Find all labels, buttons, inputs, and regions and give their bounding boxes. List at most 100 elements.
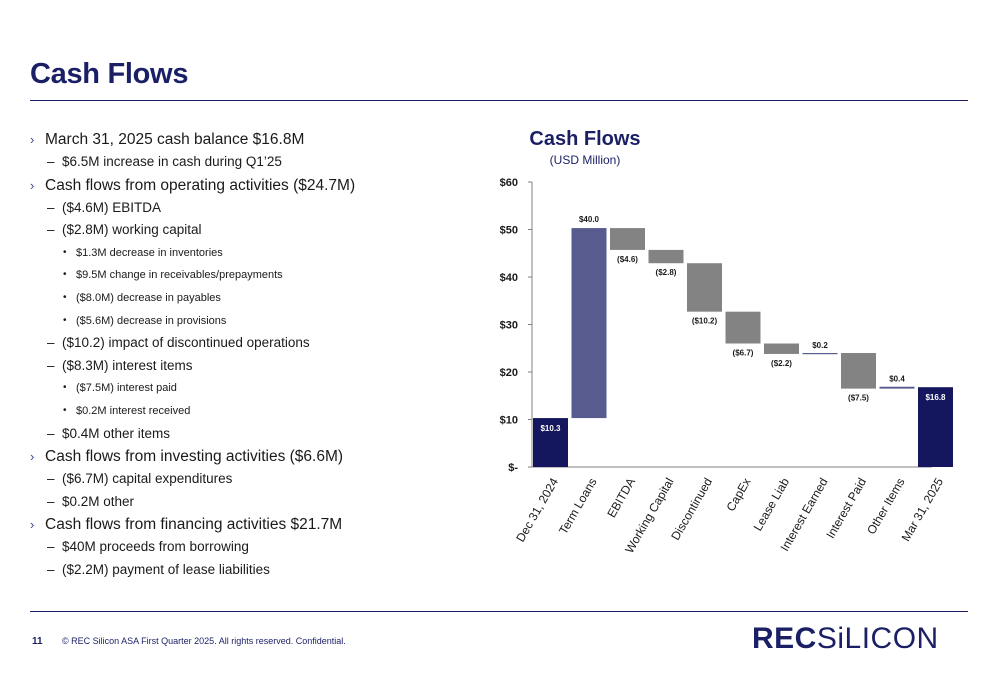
- y-tick-label: $-: [508, 462, 518, 474]
- data-label: ($7.5): [848, 394, 869, 403]
- waterfall-bar: [610, 228, 645, 250]
- title-divider: [30, 100, 968, 101]
- logo-rec: REC: [752, 622, 817, 655]
- y-tick-label: $40: [500, 272, 518, 284]
- dash-icon: –: [47, 425, 55, 441]
- category-label: Other Items: [864, 476, 907, 537]
- bullet-text: $6.5M increase in cash during Q1’25: [62, 154, 282, 169]
- waterfall-bar: [571, 228, 607, 419]
- cash-flow-chart: Cash Flows (USD Million) $- $10 $20 $30 $40 $50…: [500, 128, 953, 556]
- bullet-text: ($5.6M) decrease in provisions: [76, 314, 227, 327]
- footer-divider: [30, 611, 968, 612]
- bullet-text: ($7.5M) interest paid: [76, 382, 177, 395]
- data-label: $40.0: [579, 215, 600, 224]
- category-label: Discontinued: [668, 476, 715, 543]
- dash-icon: –: [47, 539, 55, 555]
- bullet-level-2: – $40M proceeds from borrowing: [30, 536, 470, 559]
- dash-icon: –: [47, 335, 55, 351]
- chart-subtitle: (USD Million): [550, 153, 621, 167]
- bullet-text: Cash flows from investing activities ($6…: [45, 448, 344, 466]
- data-label: ($2.8): [656, 268, 677, 277]
- bullet-text: March 31, 2025 cash balance $16.8M: [45, 131, 305, 148]
- waterfall-bar: [648, 249, 684, 264]
- bullet-level-3: • $9.5M change in receivables/prepayments: [30, 264, 470, 287]
- dot-icon: •: [63, 382, 67, 394]
- dash-icon: –: [47, 561, 55, 577]
- bullet-level-2: – $0.4M other items: [30, 423, 470, 446]
- bullet-level-3: • ($8.0M) decrease in payables: [30, 287, 470, 310]
- bullet-level-2: – ($6.7M) capital expenditures: [30, 468, 470, 491]
- chevron-right-icon: ›: [30, 517, 35, 533]
- bullet-list: › March 31, 2025 cash balance $16.8M – $6.5…: [30, 128, 470, 581]
- data-label: ($4.6): [617, 255, 638, 264]
- page-number: 11: [32, 636, 43, 647]
- category-label: Lease Liab: [751, 475, 793, 533]
- page-title: Cash Flows: [30, 58, 189, 90]
- chevron-right-icon: ›: [30, 132, 35, 147]
- y-tick-label: $20: [500, 367, 518, 379]
- y-tick-label: $10: [500, 415, 518, 427]
- bullet-text: ($10.2) impact of discontinued operation…: [62, 335, 310, 351]
- chart-title: Cash Flows: [529, 128, 640, 150]
- data-label: $0.2: [812, 341, 828, 350]
- company-logo: RECSiLICON: [752, 622, 939, 656]
- bullet-level-2: – ($4.6M) EBITDA: [30, 197, 470, 220]
- bullet-text: ($6.7M) capital expenditures: [62, 471, 233, 487]
- category-label: Interest Paid: [823, 476, 869, 541]
- category-label: CapEx: [723, 476, 753, 514]
- bullet-text: $1.3M decrease in inventories: [76, 246, 223, 259]
- bullet-level-2: – $0.2M other: [30, 491, 470, 514]
- bullet-text: ($4.6M) EBITDA: [62, 199, 162, 215]
- category-label: Dec 31, 2024: [513, 475, 561, 544]
- waterfall-bar: [687, 263, 722, 312]
- waterfall-bar: [764, 343, 799, 354]
- data-label: ($6.7): [733, 349, 754, 358]
- bullet-text: ($2.2M) payment of lease liabilities: [62, 561, 270, 577]
- bullet-text: $9.5M change in receivables/prepayments: [76, 269, 283, 282]
- waterfall-bar: [879, 386, 915, 389]
- bullet-text: $0.4M other items: [62, 425, 171, 441]
- logo-silicon: SiLICON: [816, 622, 939, 655]
- waterfall-bar: [802, 353, 838, 355]
- bullet-level-1: › March 31, 2025 cash balance $16.8M: [30, 128, 470, 151]
- bullet-text: $0.2M interest received: [76, 404, 191, 417]
- data-label: ($10.2): [692, 317, 718, 326]
- dot-icon: •: [63, 404, 67, 416]
- bullet-text: ($8.0M) decrease in payables: [76, 291, 221, 304]
- dash-icon: –: [47, 493, 55, 509]
- waterfall-bar: [841, 353, 876, 389]
- data-label: $0.4: [889, 375, 905, 384]
- bullet-level-3: • ($7.5M) interest paid: [30, 377, 470, 400]
- dot-icon: •: [63, 291, 67, 303]
- dash-icon: –: [47, 154, 55, 169]
- chevron-right-icon: ›: [30, 177, 35, 193]
- waterfall-bar: [918, 387, 953, 467]
- bullet-text: $0.2M other: [62, 493, 135, 509]
- category-label: EBITDA: [604, 476, 638, 521]
- data-label: $10.3: [540, 424, 561, 433]
- dot-icon: •: [63, 314, 67, 326]
- bullet-text: Cash flows from financing activities $21…: [45, 516, 343, 534]
- bullet-level-2: – ($10.2) impact of discontinued operatio…: [30, 332, 470, 355]
- bullet-level-2: – ($2.8M) working capital: [30, 219, 470, 242]
- bullet-text: ($8.3M) interest items: [62, 357, 193, 373]
- bullet-level-2: – ($2.2M) payment of lease liabilities: [30, 559, 470, 582]
- waterfall-bar: [725, 311, 761, 344]
- bullet-level-3: • ($5.6M) decrease in provisions: [30, 310, 470, 333]
- bullet-level-1: › Cash flows from financing activities $2…: [30, 513, 470, 536]
- bullet-text: ($2.8M) working capital: [62, 222, 202, 237]
- y-tick-label: $50: [500, 225, 518, 237]
- bullet-level-2: – ($8.3M) interest items: [30, 355, 470, 378]
- category-label: Term Loans: [556, 476, 599, 537]
- bullet-text: Cash flows from operating activities ($2…: [45, 176, 356, 194]
- y-tick-label: $60: [500, 177, 518, 189]
- y-tick-label: $30: [500, 320, 518, 332]
- dash-icon: –: [47, 222, 55, 237]
- copyright-notice: © REC Silicon ASA First Quarter 2025. Al…: [62, 636, 346, 646]
- dot-icon: •: [63, 269, 67, 281]
- bullet-level-3: • $1.3M decrease in inventories: [30, 242, 470, 265]
- waterfall-bar: [533, 418, 568, 467]
- bullet-level-1: › Cash flows from investing activities ($…: [30, 445, 470, 468]
- data-label: ($2.2): [771, 359, 792, 368]
- dash-icon: –: [47, 357, 55, 373]
